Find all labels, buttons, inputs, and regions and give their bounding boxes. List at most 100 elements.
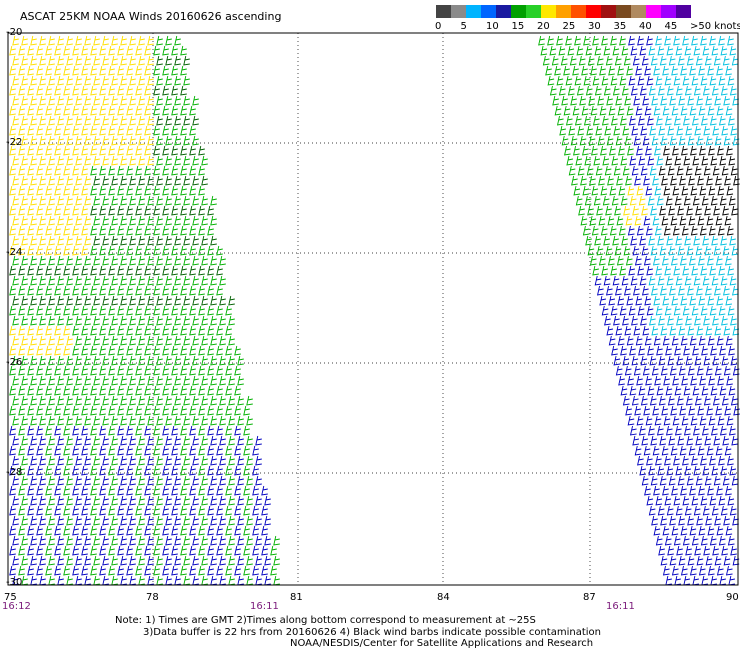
wind-barb: [180, 45, 187, 56]
wind-barb: [126, 105, 133, 116]
wind-barb: [120, 515, 127, 526]
wind-barb: [126, 565, 133, 576]
wind-barb: [18, 145, 25, 156]
wind-barb: [165, 235, 172, 246]
wind-barb: [102, 155, 109, 166]
wind-barb: [717, 225, 725, 236]
wind-barb: [156, 175, 163, 186]
wind-barb: [147, 195, 154, 206]
wind-barb: [183, 195, 190, 206]
wind-barb: [189, 325, 196, 336]
map-frame: [7, 32, 739, 586]
wind-barb: [692, 385, 700, 396]
wind-barb: [45, 45, 52, 56]
wind-barb: [72, 265, 79, 276]
wind-barb: [663, 185, 671, 196]
wind-barb: [571, 175, 578, 186]
wind-barb: [102, 355, 109, 366]
wind-barb: [108, 365, 115, 376]
wind-barb: [726, 225, 734, 236]
wind-barb: [633, 325, 641, 336]
wind-barb: [207, 365, 214, 376]
wind-barb: [36, 85, 43, 96]
wind-barb: [54, 365, 61, 376]
wind-barb: [18, 485, 25, 496]
wind-barb: [117, 465, 124, 476]
wind-barb: [171, 325, 178, 336]
wind-barb: [189, 205, 196, 216]
wind-barb: [9, 65, 16, 76]
wind-barb: [568, 125, 575, 136]
wind-barb: [243, 465, 250, 476]
colorbar-swatch: [496, 5, 511, 18]
wind-barb: [207, 285, 214, 296]
wind-barb: [111, 555, 118, 566]
wind-barb: [644, 485, 651, 496]
wind-barb: [156, 455, 163, 466]
wind-barb: [180, 445, 187, 456]
wind-barb: [611, 155, 619, 166]
wind-barb: [261, 525, 268, 536]
wind-barb: [75, 495, 82, 506]
wind-barb: [120, 455, 127, 466]
wind-barb: [111, 535, 118, 546]
wind-barb: [710, 345, 717, 356]
wind-barb: [631, 355, 639, 366]
wind-barb: [665, 425, 673, 436]
wind-barb: [138, 535, 145, 546]
wind-barb: [90, 345, 97, 356]
wind-barb: [659, 285, 667, 296]
wind-barb: [651, 365, 659, 376]
wind-barb: [9, 385, 16, 396]
wind-barb: [75, 175, 82, 186]
wind-barb: [192, 135, 199, 146]
wind-barb: [549, 85, 557, 96]
wind-barb: [99, 285, 106, 296]
wind-barb: [219, 455, 226, 466]
wind-barb: [607, 255, 615, 266]
wind-barb: [30, 235, 37, 246]
wind-barb: [36, 265, 43, 276]
wind-barb: [117, 445, 124, 456]
wind-barb: [144, 205, 151, 216]
wind-barb: [234, 445, 241, 456]
wind-barb: [706, 405, 713, 416]
wind-barb: [246, 535, 253, 546]
wind-barb: [678, 515, 685, 526]
colorbar-label: 15: [511, 21, 525, 32]
wind-barb: [672, 415, 680, 426]
wind-barb: [84, 155, 91, 166]
wind-barb: [561, 95, 568, 106]
wind-barb: [589, 175, 596, 186]
wind-barb: [54, 545, 61, 556]
wind-barb: [189, 485, 196, 496]
wind-barb: [723, 325, 731, 336]
wind-barb: [698, 65, 705, 76]
wind-barb: [138, 215, 145, 226]
wind-barb: [718, 265, 725, 276]
wind-barb: [618, 185, 626, 196]
wind-barb: [39, 435, 46, 446]
wind-barb: [162, 45, 169, 56]
wind-barb: [709, 35, 716, 46]
wind-barb: [665, 345, 672, 356]
wind-barb: [66, 155, 73, 166]
wind-barb: [634, 215, 642, 226]
wind-barb: [153, 325, 160, 336]
wind-barb: [648, 45, 656, 56]
lon-label: 87: [583, 592, 596, 603]
wind-barb: [587, 55, 595, 66]
wind-barb: [129, 155, 136, 166]
wind-barb: [647, 195, 655, 206]
wind-barb: [138, 355, 145, 366]
wind-barb: [661, 255, 669, 266]
wind-barb: [727, 35, 734, 46]
wind-barb: [63, 165, 70, 176]
wind-barb: [717, 185, 725, 196]
wind-barb: [631, 395, 639, 406]
wind-barb: [81, 565, 88, 576]
wind-barb: [156, 215, 163, 226]
lon-label: 90: [726, 592, 739, 603]
wind-barb: [713, 285, 721, 296]
wind-barb: [210, 515, 217, 526]
